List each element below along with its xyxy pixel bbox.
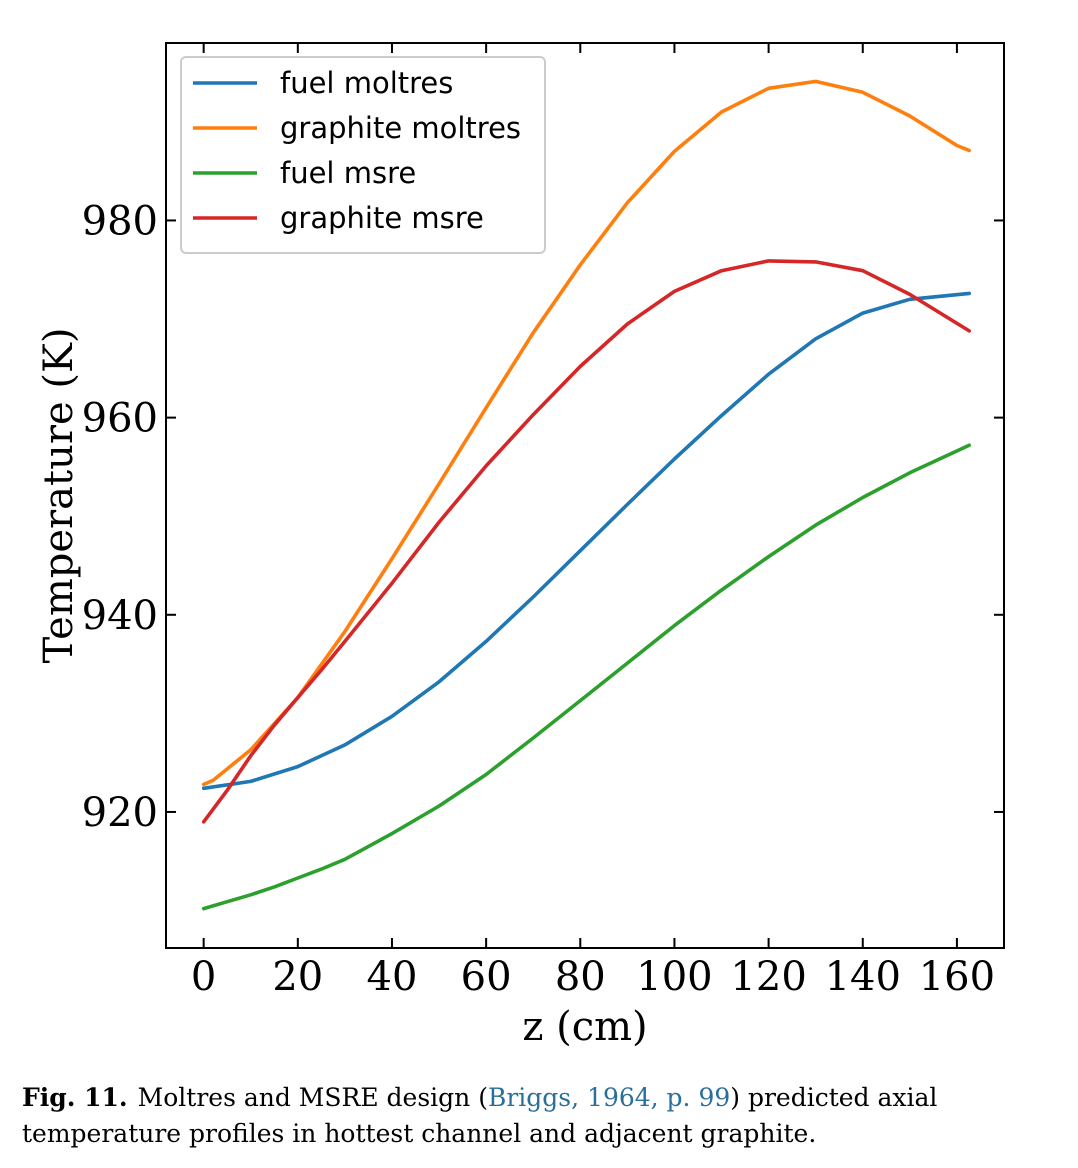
figure-caption: Fig. 11. Moltres and MSRE design (Briggs,… xyxy=(22,1080,1062,1152)
tick-labels: 0 20 40 60 80 100 120 140 160 920 940 960 980 xyxy=(82,198,995,1000)
legend-label-fuel-moltres: fuel moltres xyxy=(280,66,453,100)
legend-label-graphite-moltres: graphite moltres xyxy=(280,111,521,145)
series-line-graphite-msre xyxy=(201,259,972,824)
x-tick-label: 140 xyxy=(825,954,901,1000)
x-tick-label: 80 xyxy=(555,954,606,1000)
y-axis-label: Temperature (K) xyxy=(36,328,82,664)
series-line-fuel-msre xyxy=(201,443,972,911)
citation-link[interactable]: Briggs, 1964, p. 99 xyxy=(487,1083,731,1112)
x-tick-label: 40 xyxy=(367,954,418,1000)
legend-label-fuel-msre: fuel msre xyxy=(280,156,416,190)
x-tick-label: 0 xyxy=(191,954,216,1000)
x-tick-label: 20 xyxy=(272,954,323,1000)
series-line-fuel-moltres xyxy=(201,291,972,791)
caption-text-before: Moltres and MSRE design ( xyxy=(137,1083,488,1112)
x-tick-label: 160 xyxy=(919,954,995,1000)
axis-ticks xyxy=(166,43,1004,948)
legend-box xyxy=(180,56,546,254)
y-tick-label: 980 xyxy=(82,198,158,244)
y-tick-label: 960 xyxy=(82,396,158,442)
plot-lines xyxy=(201,79,972,911)
legend-label-graphite-msre: graphite msre xyxy=(280,201,484,235)
chart: 0 20 40 60 80 100 120 140 160 920 940 960 980 z (cm)… xyxy=(36,42,1005,1050)
x-axis-label: z (cm) xyxy=(522,1004,647,1050)
x-tick-label: 60 xyxy=(461,954,512,1000)
figure-label: Fig. 11. xyxy=(22,1083,128,1112)
y-tick-label: 940 xyxy=(82,593,158,639)
x-tick-label: 120 xyxy=(730,954,806,1000)
x-tick-label: 100 xyxy=(636,954,712,1000)
y-tick-label: 920 xyxy=(82,790,158,836)
legend: fuel moltres graphite moltres fuel msre gra… xyxy=(180,56,546,254)
caption-text-after: ) predicted axial temperature profiles i… xyxy=(22,1083,938,1148)
plot-frame xyxy=(165,42,1005,949)
